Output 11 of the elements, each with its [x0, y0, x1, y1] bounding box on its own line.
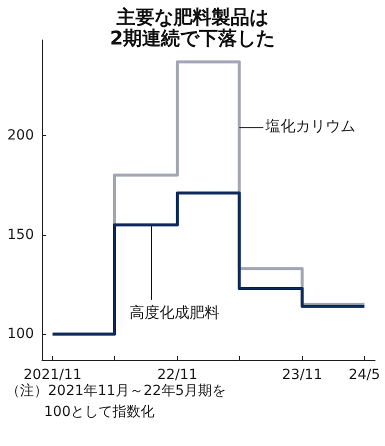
series-label: 塩化カリウム [264, 117, 356, 136]
text: （注）2021年11月～22年5月期を 100として指数化 [6, 383, 226, 420]
series-label: 高度化成肥料 [129, 303, 220, 322]
y-tick-label: 200 [7, 127, 34, 144]
chart-title: 主要な肥料製品は 2期連続で下落した [110, 6, 276, 50]
x-tick-label: 22/11 [157, 367, 198, 383]
x-tick-label: 2021/11 [24, 367, 82, 383]
x-tick-label: 23/11 [282, 367, 322, 383]
y-tick-label: 100 [7, 326, 34, 342]
y-tick-label: 150 [7, 226, 34, 243]
x-tick-label: 24/5 [348, 367, 380, 383]
